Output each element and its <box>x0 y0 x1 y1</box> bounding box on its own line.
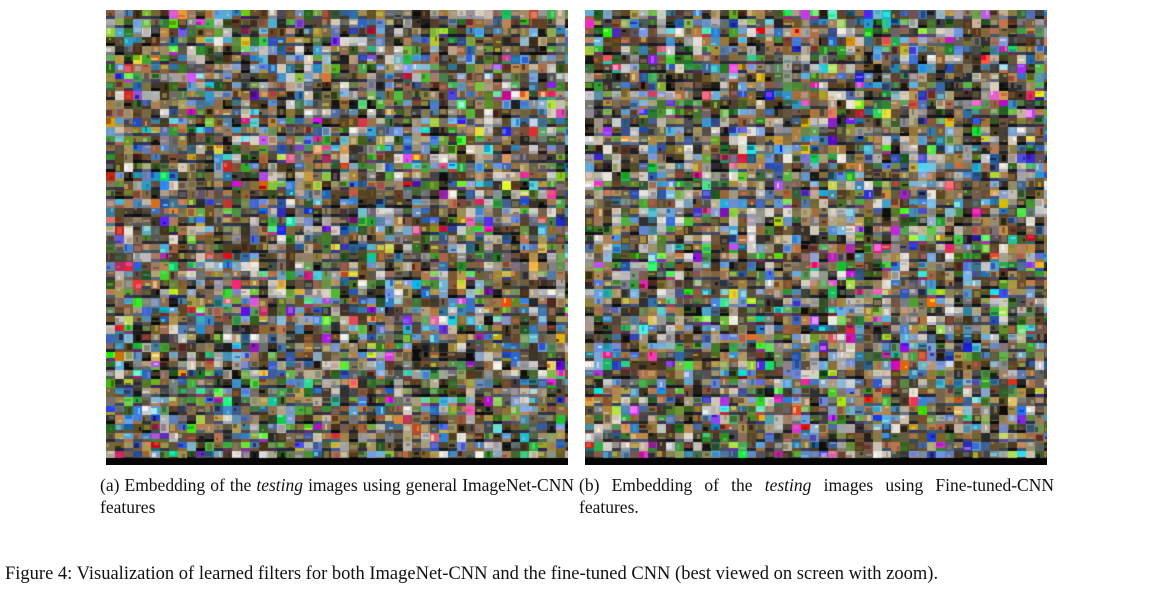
caption-text-a-1: Embedding of the <box>124 475 252 495</box>
embedding-mosaic-a <box>106 10 568 465</box>
caption-text-b-2: images using Fine-tuned-CNN features. <box>579 475 1055 517</box>
subfigure-caption-b: (b) Embedding of the testing images usin… <box>579 474 1054 518</box>
subfigure-caption-a: (a) Embedding of the testing images usin… <box>100 474 574 518</box>
caption-text-a-2: images using general ImageNet-CNN featur… <box>100 475 574 517</box>
embedding-mosaic-b <box>585 10 1047 465</box>
embedding-image-b <box>585 10 1047 465</box>
caption-label-b: (b) <box>579 475 600 495</box>
caption-text-b-1: Embedding of the <box>611 475 753 495</box>
figure-caption: Figure 4: Visualization of learned filte… <box>5 563 1153 585</box>
caption-emphasis-a: testing <box>256 475 303 495</box>
figure-caption-text: Visualization of learned filters for bot… <box>76 564 939 584</box>
embedding-image-a <box>106 10 568 465</box>
caption-label-a: (a) <box>100 475 120 495</box>
caption-emphasis-b: testing <box>764 475 812 495</box>
figure-label: Figure 4: <box>5 564 73 584</box>
